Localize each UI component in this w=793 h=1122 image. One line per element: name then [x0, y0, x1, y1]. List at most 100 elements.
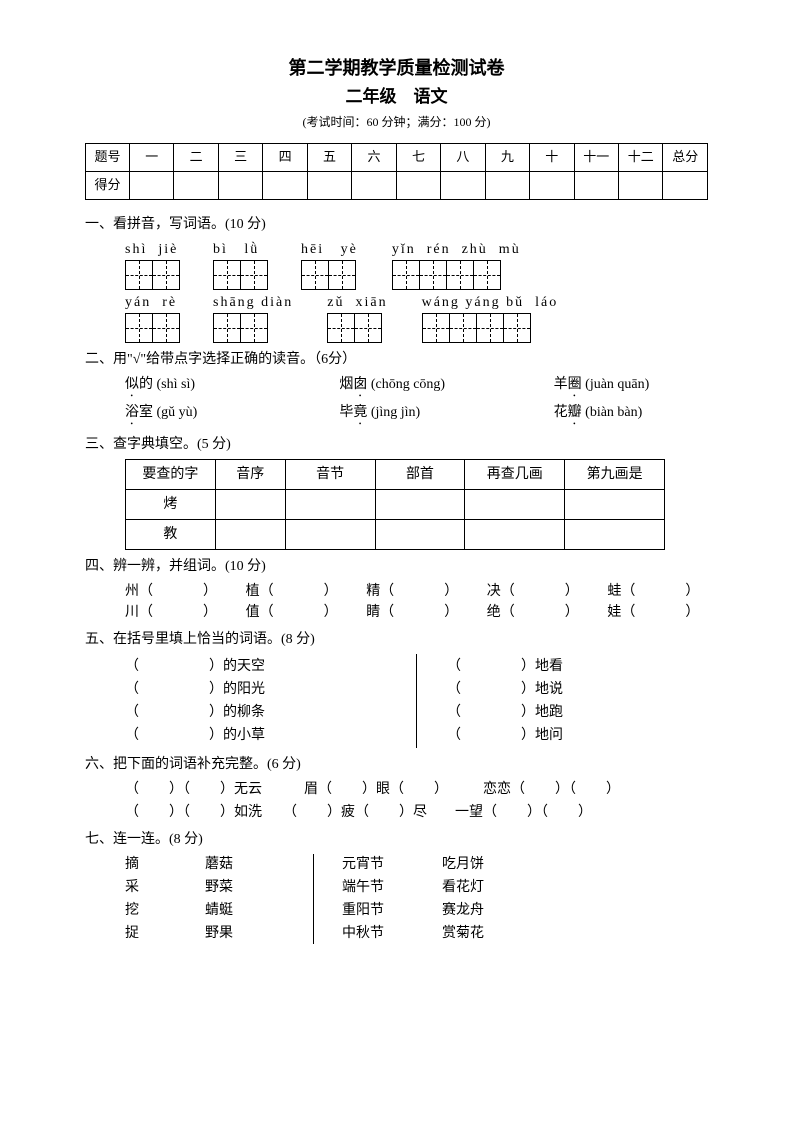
match-item: 采: [125, 877, 205, 898]
score-cell: [307, 171, 351, 199]
pinyin-group: shì jiè: [125, 239, 179, 290]
sec7-col4: 吃月饼看花灯赛龙舟赏菊花: [442, 854, 542, 944]
match-item: 端午节: [342, 877, 442, 898]
char-box: [240, 313, 268, 343]
word-pair-item: 睛（）: [366, 602, 467, 623]
score-cell: [174, 171, 218, 199]
pinyin-label: zǔ xiān: [327, 292, 387, 313]
char-box: [152, 260, 180, 290]
char-box: [327, 313, 355, 343]
char-box: [152, 313, 180, 343]
char-boxes: [125, 260, 179, 290]
score-row2-label: 得分: [86, 171, 130, 199]
pronunciation-row: 似的 (shì sì)烟囱 (chōng cōng)羊圈 (juàn quān): [125, 374, 708, 400]
sec5-title: 五、在括号里填上恰当的词语。(8 分): [85, 629, 708, 650]
match-item: 摘: [125, 854, 205, 875]
word-pair-item: 精（）: [366, 581, 467, 602]
pinyin-group: hēi yè: [301, 239, 358, 290]
score-cell: [396, 171, 440, 199]
pinyin-label: wáng yáng bǔ láo: [422, 292, 559, 313]
lookup-char: 教: [126, 519, 216, 549]
score-cell: [352, 171, 396, 199]
score-cell: [263, 171, 307, 199]
lookup-col: 再查几画: [465, 459, 565, 489]
sec4-title: 四、辨一辨，并组词。(10 分): [85, 556, 708, 577]
char-box: [476, 313, 504, 343]
sec5-divider: [416, 654, 417, 748]
pronunciation-row: 浴室 (gǔ yù)毕竟 (jìng jìn)花瓣 (biàn bàn): [125, 402, 708, 428]
char-box: [354, 313, 382, 343]
match-item: 赛龙舟: [442, 900, 542, 921]
sec7-col1: 摘采挖捉: [125, 854, 205, 944]
match-item: 野菜: [205, 877, 285, 898]
lookup-table: 要查的字 音序 音节 部首 再查几画 第九画是 烤 教: [125, 459, 665, 550]
score-row-header: 题号 一 二 三 四 五 六 七 八 九 十 十一 十二 总分: [86, 143, 708, 171]
pinyin-label: shāng diàn: [213, 292, 293, 313]
score-col: 二: [174, 143, 218, 171]
pinyin-label: yán rè: [125, 292, 177, 313]
fill-blank-item: （）地跑: [447, 702, 708, 723]
char-box: [419, 260, 447, 290]
pronunciation-item: 似的 (shì sì): [125, 374, 279, 400]
score-cell: [574, 171, 618, 199]
fill-blank-item: （）的阳光: [125, 679, 386, 700]
lookup-cell: [285, 519, 375, 549]
char-box: [473, 260, 501, 290]
char-boxes: [213, 313, 267, 343]
pronunciation-item: 浴室 (gǔ yù): [125, 402, 279, 428]
lookup-col: 部首: [375, 459, 465, 489]
lookup-header-row: 要查的字 音序 音节 部首 再查几画 第九画是: [126, 459, 665, 489]
sec6-title: 六、把下面的词语补充完整。(6 分): [85, 754, 708, 775]
lookup-cell: [375, 489, 465, 519]
match-item: 赏菊花: [442, 923, 542, 944]
char-box: [449, 313, 477, 343]
pronunciation-item: 毕竟 (jìng jìn): [339, 402, 493, 428]
pinyin-group: yǐn rén zhù mù: [392, 239, 521, 290]
word-pair-item: 植（）: [246, 581, 347, 602]
char-boxes: [301, 260, 355, 290]
section-7: 七、连一连。(8 分) 摘采挖捉 蘑菇野菜蜻蜓野果 元宵节端午节重阳节中秋节 吃…: [85, 829, 708, 944]
lookup-row: 烤: [126, 489, 665, 519]
pinyin-row: yán rè shāng diàn zǔ xiān wáng yáng bǔ láo: [125, 292, 708, 343]
lookup-col: 要查的字: [126, 459, 216, 489]
word-pair-row: 川（）值（）睛（）绝（）娃（）: [125, 602, 708, 623]
word-pair-item: 蛙（）: [607, 581, 708, 602]
lookup-cell: [215, 519, 285, 549]
score-row-values: 得分: [86, 171, 708, 199]
char-box: [125, 313, 153, 343]
match-item: 吃月饼: [442, 854, 542, 875]
lookup-char: 烤: [126, 489, 216, 519]
score-col: 十一: [574, 143, 618, 171]
pinyin-group: yán rè: [125, 292, 179, 343]
sec5-right-col: （）地看（）地说（）地跑（）地问: [447, 654, 708, 748]
sec7-title: 七、连一连。(8 分): [85, 829, 708, 850]
char-box: [301, 260, 329, 290]
score-cell: [530, 171, 574, 199]
lookup-col: 第九画是: [565, 459, 665, 489]
score-col: 五: [307, 143, 351, 171]
pinyin-group: shāng diàn: [213, 292, 293, 343]
char-box: [125, 260, 153, 290]
word-pair-item: 值（）: [246, 602, 347, 623]
fill-blank-item: （）地问: [447, 725, 708, 746]
fill-blank-item: （）的小草: [125, 725, 386, 746]
sec7-col2: 蘑菇野菜蜻蜓野果: [205, 854, 285, 944]
pinyin-row: shì jiè bì lǜ hēi yè yǐn rén zhù mù: [125, 239, 708, 290]
lookup-col: 音节: [285, 459, 375, 489]
lookup-row: 教: [126, 519, 665, 549]
score-col: 三: [218, 143, 262, 171]
section-6: 六、把下面的词语补充完整。(6 分) （）（）无云 眉（）眼（） 恋恋（）（） …: [85, 754, 708, 823]
pinyin-group: zǔ xiān: [327, 292, 387, 343]
section-2: 二、用"√"给带点字选择正确的读音。（6分） 似的 (shì sì)烟囱 (ch…: [85, 349, 708, 428]
pinyin-label: bì lǜ: [213, 239, 259, 260]
score-col: 七: [396, 143, 440, 171]
lookup-col: 音序: [215, 459, 285, 489]
lookup-cell: [465, 489, 565, 519]
word-pair-item: 娃（）: [607, 602, 708, 623]
match-item: 捉: [125, 923, 205, 944]
lookup-cell: [375, 519, 465, 549]
word-pair-item: 州（）: [125, 581, 226, 602]
match-item: 蜻蜓: [205, 900, 285, 921]
fill-blank-item: （）的柳条: [125, 702, 386, 723]
lookup-cell: [565, 519, 665, 549]
